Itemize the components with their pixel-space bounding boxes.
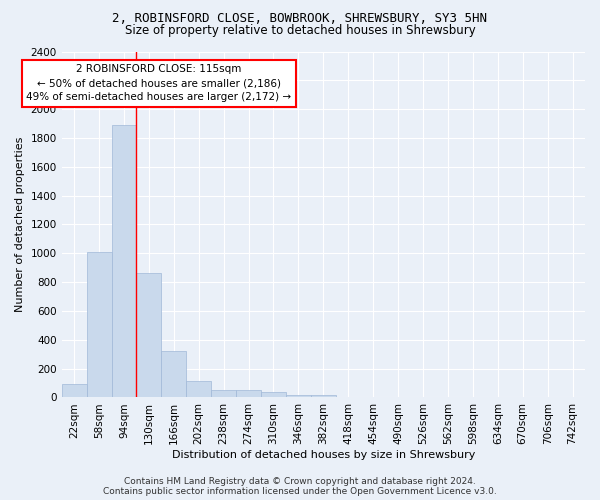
Bar xyxy=(161,352,186,398)
Bar xyxy=(261,392,286,398)
Bar xyxy=(136,274,161,398)
Text: 2 ROBINSFORD CLOSE: 115sqm
← 50% of detached houses are smaller (2,186)
49% of s: 2 ROBINSFORD CLOSE: 115sqm ← 50% of deta… xyxy=(26,64,292,102)
Bar xyxy=(286,394,311,398)
Y-axis label: Number of detached properties: Number of detached properties xyxy=(15,137,25,312)
X-axis label: Distribution of detached houses by size in Shrewsbury: Distribution of detached houses by size … xyxy=(172,450,475,460)
Bar xyxy=(86,252,112,398)
Bar xyxy=(112,125,136,398)
Bar xyxy=(211,390,236,398)
Bar xyxy=(236,390,261,398)
Text: Contains HM Land Registry data © Crown copyright and database right 2024.
Contai: Contains HM Land Registry data © Crown c… xyxy=(103,476,497,496)
Text: 2, ROBINSFORD CLOSE, BOWBROOK, SHREWSBURY, SY3 5HN: 2, ROBINSFORD CLOSE, BOWBROOK, SHREWSBUR… xyxy=(113,12,487,26)
Text: Size of property relative to detached houses in Shrewsbury: Size of property relative to detached ho… xyxy=(125,24,475,37)
Bar xyxy=(186,381,211,398)
Bar xyxy=(62,384,86,398)
Bar xyxy=(311,394,336,398)
